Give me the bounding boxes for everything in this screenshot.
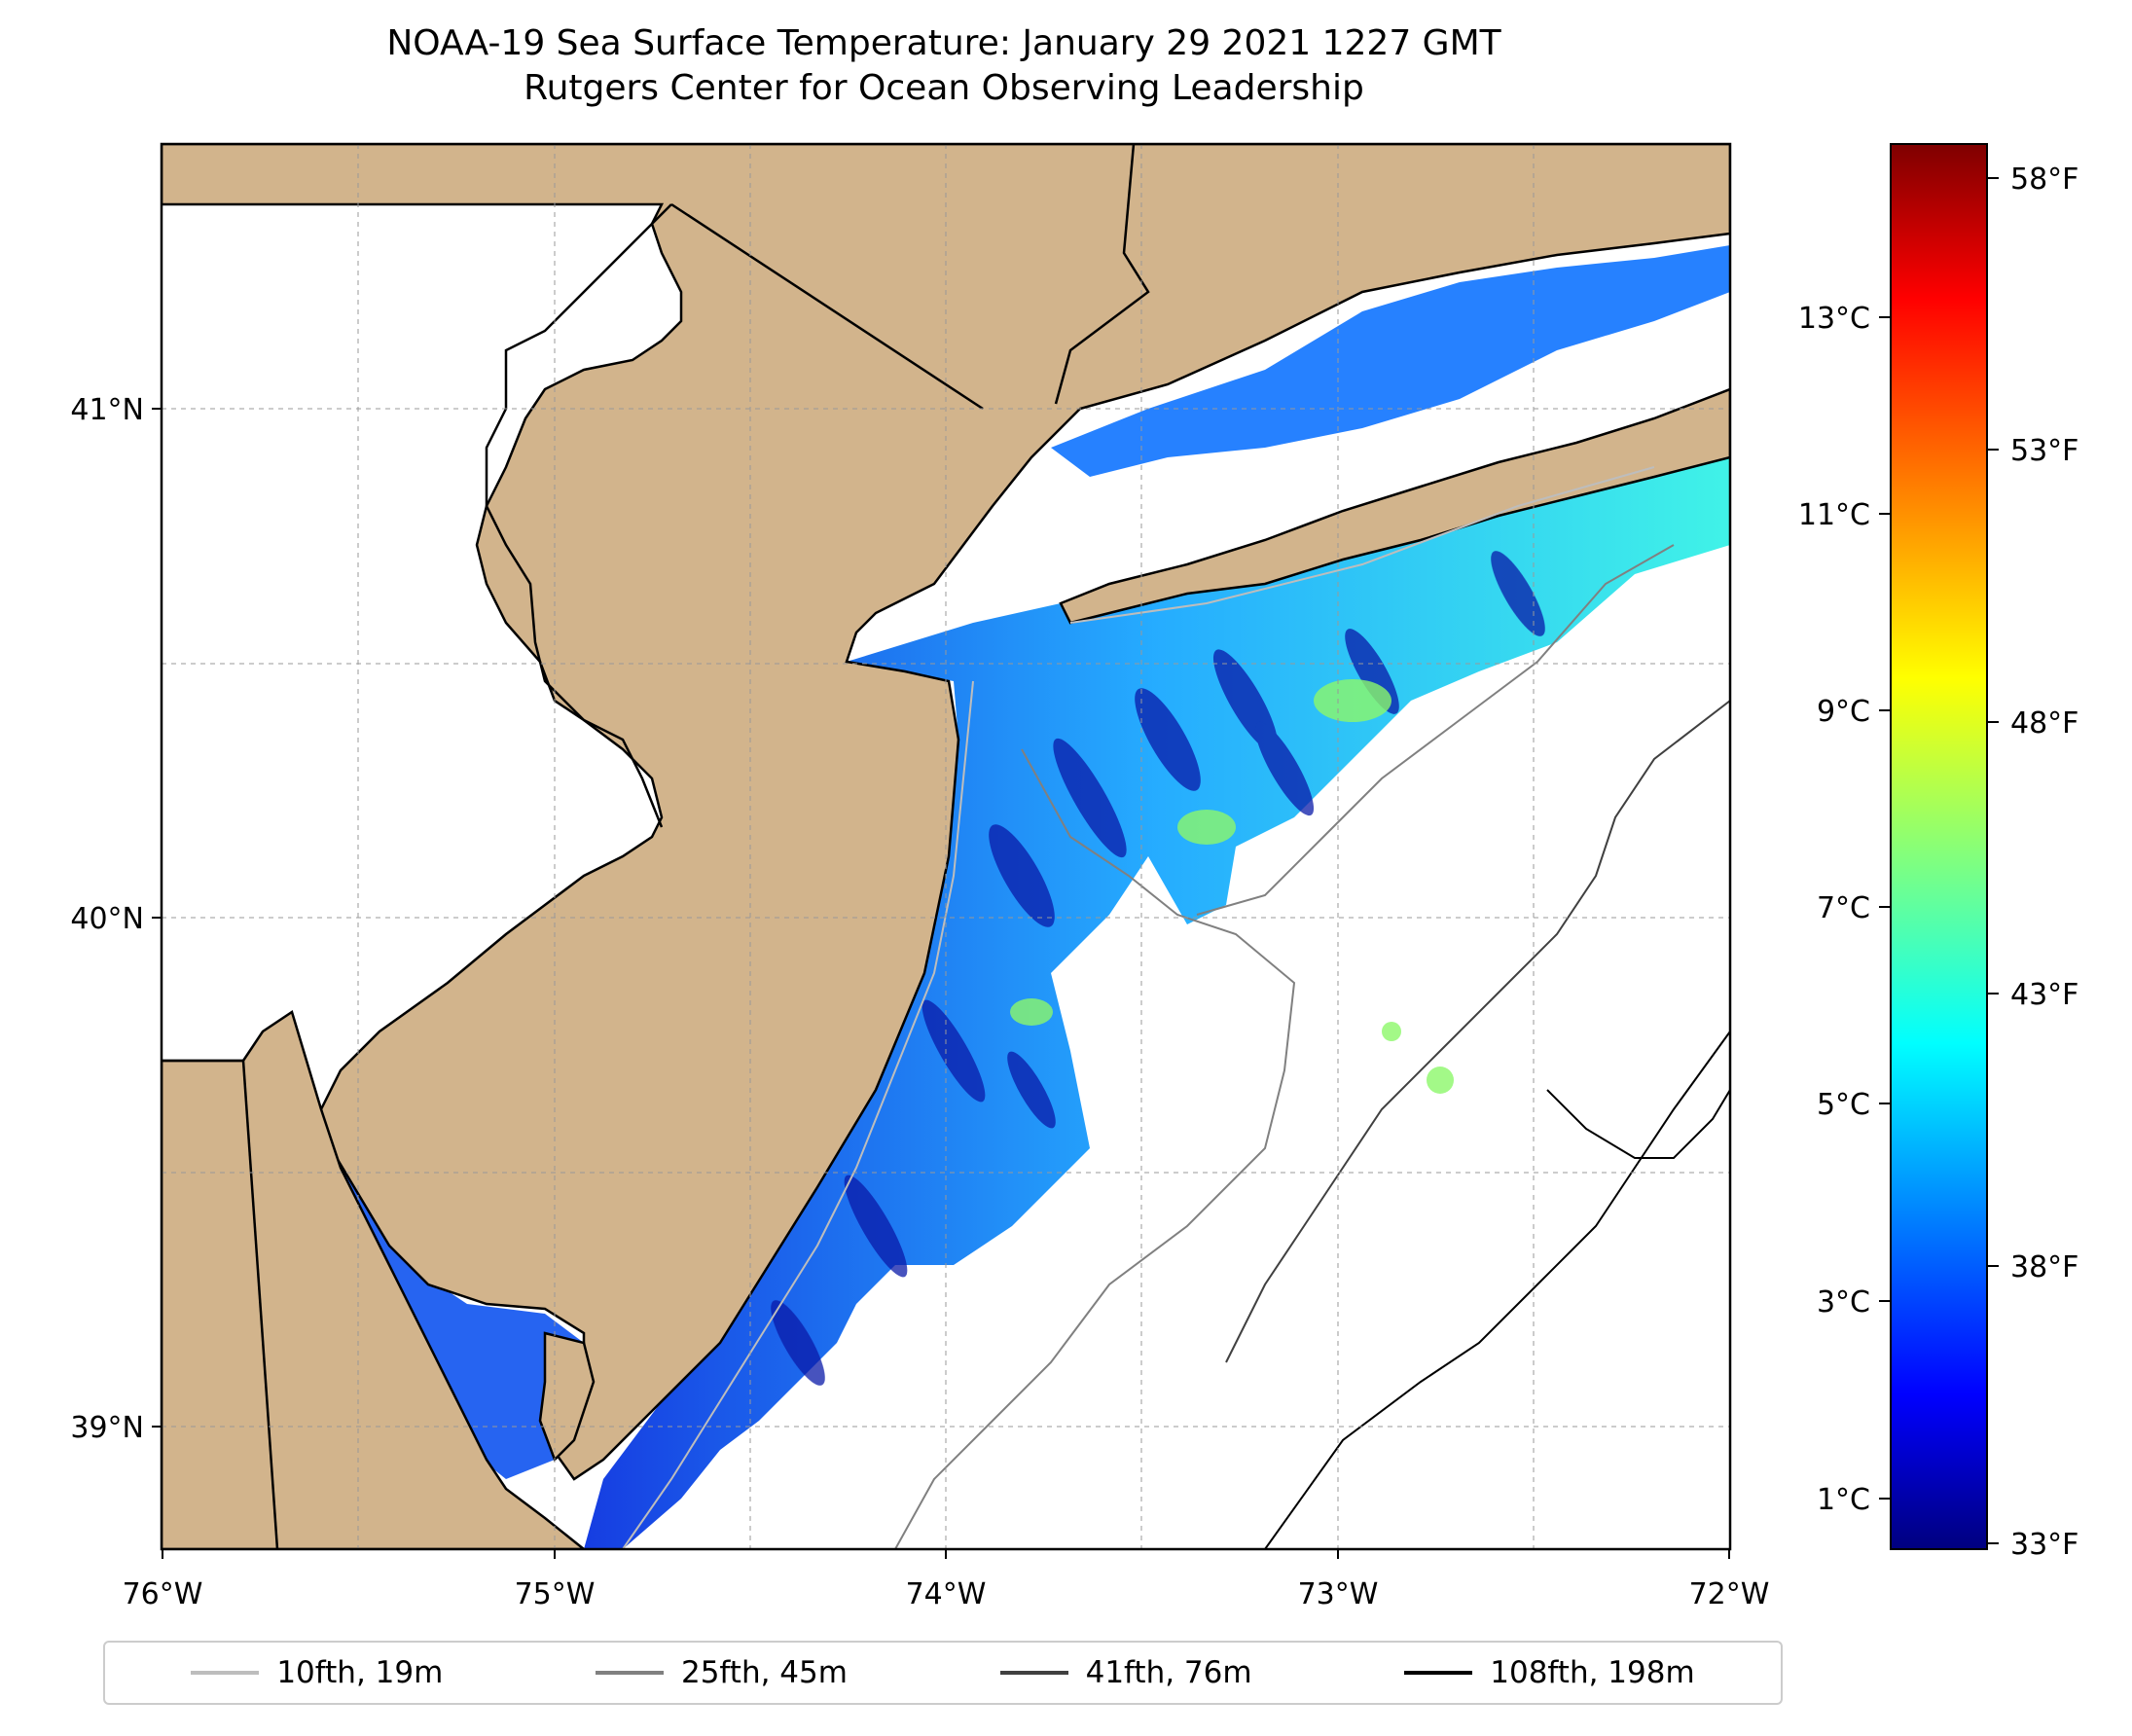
legend-label-10fth: 10fth, 19m [276, 1655, 444, 1690]
map-title: NOAA-19 Sea Surface Temperature: January… [0, 21, 1888, 111]
lat-label-40n: 40°N [70, 902, 144, 936]
colorbar-label-58f: 58°F [2010, 163, 2078, 197]
sst-delaware-bay [331, 1148, 584, 1479]
lon-label-72w: 72°W [1689, 1577, 1770, 1611]
legend-swatch-41fth [999, 1671, 1068, 1675]
state-borders [162, 144, 1150, 1549]
legend-item-108fth: 108fth, 198m [1404, 1655, 1695, 1690]
sst-warm-patches [1010, 679, 1454, 1094]
title-line-1: NOAA-19 Sea Surface Temperature: January… [386, 23, 1501, 63]
colorbar-label-9c: 9°C [1817, 695, 1870, 729]
colorbar-fahrenheit-ticks [1987, 177, 1999, 1544]
gridlines [162, 144, 1730, 1549]
land-long-island [1059, 387, 1730, 625]
lon-label-76w: 76°W [123, 1577, 203, 1611]
title-line-2: Rutgers Center for Ocean Observing Leade… [524, 68, 1364, 108]
lon-label-74w: 74°W [906, 1577, 987, 1611]
legend-label-25fth: 25fth, 45m [680, 1655, 848, 1690]
lat-label-39n: 39°N [70, 1411, 144, 1445]
legend-swatch-10fth [191, 1671, 260, 1675]
lon-label-73w: 73°W [1298, 1577, 1379, 1611]
lon-ticks [162, 1549, 1730, 1559]
legend-item-10fth: 10fth, 19m [191, 1655, 443, 1690]
colorbar-label-13c: 13°C [1798, 302, 1870, 336]
map-area [162, 144, 1730, 1549]
legend-swatch-108fth [1404, 1671, 1473, 1675]
colorbar-label-11c: 11°C [1798, 498, 1870, 532]
lat-label-41n: 41°N [70, 393, 144, 427]
colorbar-label-53f: 53°F [2010, 434, 2078, 468]
sst-cold-streaks [771, 551, 1545, 1386]
lat-ticks [152, 408, 162, 1428]
colorbar-label-3c: 3°C [1817, 1285, 1870, 1320]
legend-label-108fth: 108fth, 198m [1490, 1655, 1695, 1690]
colorbar-label-43f: 43°F [2010, 978, 2078, 1012]
land-main [162, 144, 1730, 1481]
legend-item-25fth: 25fth, 45m [595, 1655, 848, 1690]
sst-long-island-sound [1051, 245, 1730, 477]
colorbar-label-33f: 33°F [2010, 1528, 2078, 1562]
colorbar-label-1c: 1°C [1817, 1483, 1870, 1517]
sst-swath-coastal [584, 409, 1730, 1549]
colorbar-label-5c: 5°C [1817, 1088, 1870, 1122]
isobath-legend: 10fth, 19m 25fth, 45m 41fth, 76m 108fth,… [103, 1641, 1783, 1705]
colorbar [1890, 143, 1988, 1550]
colorbar-label-48f: 48°F [2010, 706, 2078, 741]
legend-label-41fth: 41fth, 76m [1085, 1655, 1252, 1690]
isobath-lines [622, 466, 1730, 1549]
land-cape-may [538, 1331, 596, 1463]
colorbar-celsius-ticks [1879, 316, 1891, 1500]
colorbar-label-38f: 38°F [2010, 1250, 2078, 1284]
legend-swatch-25fth [595, 1671, 664, 1675]
lon-label-75w: 75°W [515, 1577, 596, 1611]
legend-item-41fth: 41fth, 76m [999, 1655, 1252, 1690]
colorbar-label-7c: 7°C [1817, 891, 1870, 925]
